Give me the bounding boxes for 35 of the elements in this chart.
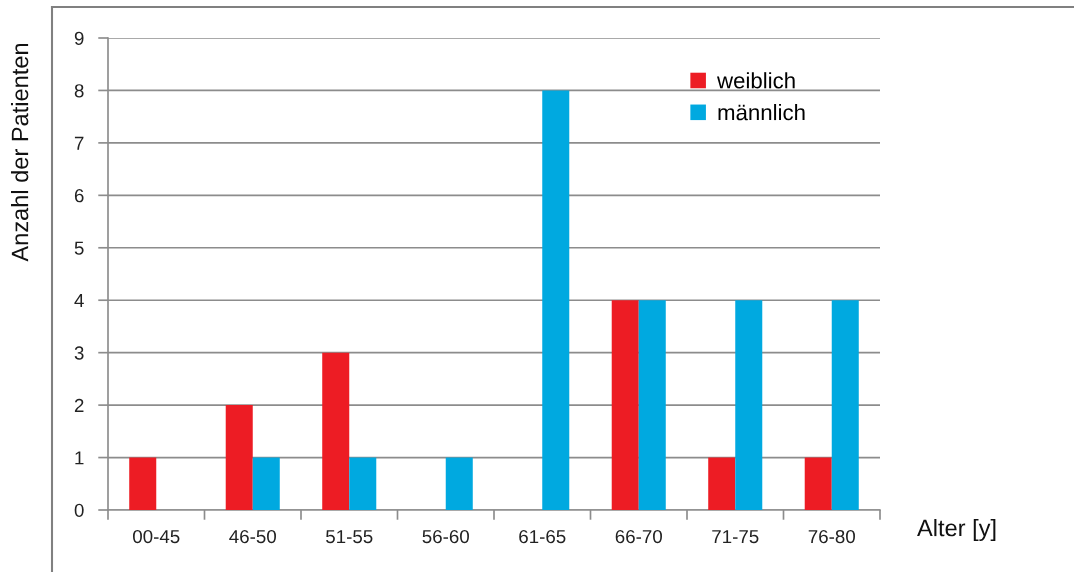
y-tick-label: 4 <box>74 294 84 308</box>
legend-label: männlich <box>718 103 805 121</box>
y-tick-label: 2 <box>74 398 84 412</box>
bar <box>708 457 736 510</box>
bar <box>638 300 666 510</box>
bar <box>804 457 832 510</box>
bar <box>252 457 280 510</box>
y-tick-label: 8 <box>74 84 84 98</box>
bar <box>322 352 350 510</box>
legend-label: weiblich <box>717 72 795 89</box>
y-tick-label: 0 <box>74 503 84 517</box>
bar <box>129 457 157 510</box>
y-tick-label: 3 <box>74 346 84 360</box>
y-axis-title: Anzahl der Patienten <box>10 43 29 262</box>
bar <box>542 90 570 510</box>
x-tick-label: 56-60 <box>422 529 469 544</box>
y-tick-label: 9 <box>74 31 84 45</box>
y-tick-label: 7 <box>74 136 84 150</box>
x-tick-label: 76-80 <box>808 529 855 544</box>
x-tick-label: 61-65 <box>519 529 566 544</box>
x-tick-label: 71-75 <box>712 530 759 544</box>
x-tick-label: 00-45 <box>133 529 180 544</box>
bar <box>225 405 253 510</box>
y-tick-label: 6 <box>74 189 84 203</box>
y-tick-label: 1 <box>75 451 84 465</box>
x-tick-label: 46-50 <box>229 529 276 544</box>
bar <box>445 457 473 510</box>
x-tick-label: 51-55 <box>326 530 373 544</box>
bar <box>735 300 763 510</box>
y-tick-label: 5 <box>74 241 84 255</box>
x-tick-label: 66-70 <box>615 529 662 544</box>
bar <box>611 300 639 510</box>
x-axis-title: Alter [y] <box>917 518 996 542</box>
bar <box>349 457 377 510</box>
bar <box>831 300 859 510</box>
